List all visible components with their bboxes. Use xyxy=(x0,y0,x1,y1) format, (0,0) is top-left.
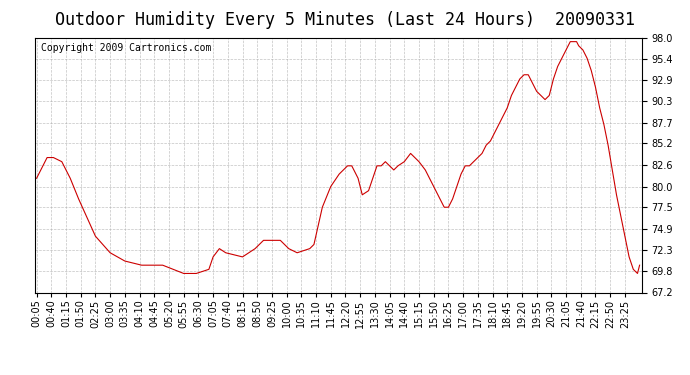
Text: Outdoor Humidity Every 5 Minutes (Last 24 Hours)  20090331: Outdoor Humidity Every 5 Minutes (Last 2… xyxy=(55,11,635,29)
Text: Copyright 2009 Cartronics.com: Copyright 2009 Cartronics.com xyxy=(41,43,211,52)
